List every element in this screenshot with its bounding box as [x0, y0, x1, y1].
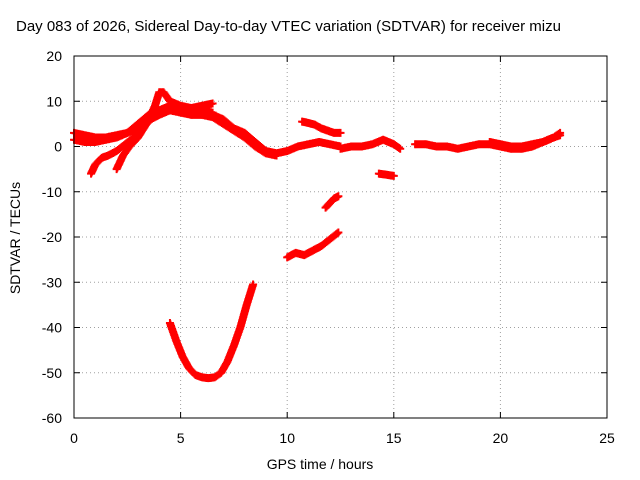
y-tick-label: -50: [42, 365, 62, 381]
y-tick-label: 20: [46, 48, 62, 64]
series-arc-5: [165, 280, 258, 383]
series-trace: [338, 136, 403, 153]
series-arc-7: [321, 192, 343, 212]
series-arc-12: [485, 128, 565, 151]
series-trace: [284, 229, 342, 261]
y-tick-label: -30: [42, 274, 62, 290]
series-trace: [299, 117, 343, 137]
series-arc-8: [298, 117, 345, 137]
x-tick-label: 5: [177, 430, 185, 446]
y-axis-label: SDTVAR / TECUs: [7, 181, 23, 295]
y-tick-label: -40: [42, 320, 62, 336]
x-tick-label: 25: [599, 430, 615, 446]
x-axis-label: GPS time / hours: [266, 456, 374, 472]
y-tick-label: 10: [46, 93, 62, 109]
series-arc-4: [112, 88, 217, 174]
x-tick-label: 15: [386, 430, 402, 446]
y-tick-label: -20: [42, 229, 62, 245]
series-arc-10: [374, 169, 398, 180]
y-tick-label: -60: [42, 410, 62, 426]
series-trace: [487, 129, 563, 151]
series-arc-6: [283, 228, 343, 262]
y-tick-label: -10: [42, 184, 62, 200]
series-trace: [166, 281, 257, 382]
x-tick-label: 10: [279, 430, 295, 446]
y-tick-label: 0: [54, 139, 62, 155]
grid-lines: [74, 56, 607, 418]
chart-title: Day 083 of 2026, Sidereal Day-to-day VTE…: [16, 18, 561, 35]
axis-ticks: 0 5 10 15 20 25 -60 -50 -40 -30 -20 -10 0 10 20: [42, 48, 615, 446]
data-marks: [70, 88, 565, 383]
series-trace: [322, 192, 342, 211]
x-tick-label: 0: [70, 430, 78, 446]
series-arc-9: [336, 135, 405, 153]
x-tick-label: 20: [493, 430, 509, 446]
series-trace: [113, 88, 216, 172]
series-trace: [376, 169, 397, 180]
